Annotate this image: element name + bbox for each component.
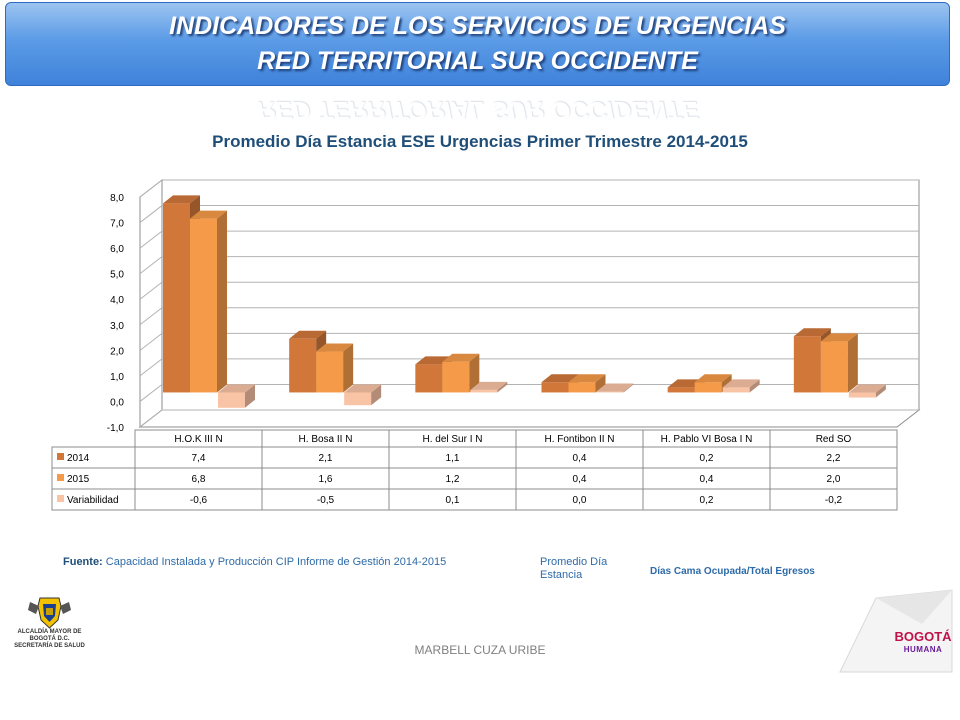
- gridline: [139, 281, 919, 300]
- coat-of-arms-icon: [28, 597, 71, 629]
- source-note: Fuente: Capacidad Instalada y Producción…: [63, 556, 446, 568]
- data-table-value: 6,8: [192, 474, 206, 485]
- x-category-label: Red SO: [816, 434, 852, 445]
- indicator-name: Promedio Día Estancia: [540, 556, 608, 581]
- gridline: [139, 409, 919, 428]
- gridline: [139, 179, 919, 198]
- gridline: [139, 307, 919, 326]
- bar-2015-5: [820, 333, 858, 393]
- bar-2015-0: [190, 210, 227, 393]
- data-table-value: 0,2: [700, 453, 714, 464]
- legend-swatch: [57, 495, 64, 502]
- bar-2015-1: [316, 343, 354, 393]
- data-table-value: 0,4: [573, 453, 587, 464]
- data-table-value: -0,6: [190, 495, 208, 506]
- header-title-line1: INDICADORES DE LOS SERVICIOS DE URGENCIA…: [169, 12, 786, 40]
- y-tick-label: 6,0: [110, 244, 124, 255]
- gridline: [139, 358, 919, 377]
- legend-swatch: [57, 453, 64, 460]
- data-table-value: 2,2: [827, 453, 841, 464]
- bogota-logo-sub: HUMANA: [903, 645, 943, 654]
- author-name: MARBELL CUZA URIBE: [414, 643, 546, 657]
- header-banner: INDICADORES DE LOS SERVICIOS DE URGENCIA…: [5, 2, 950, 86]
- data-table-value: 7,4: [192, 453, 206, 464]
- x-category-label: H. Pablo VI Bosa I N: [661, 434, 753, 445]
- source-label: Fuente:: [63, 556, 103, 568]
- legend-label: 2014: [67, 453, 90, 464]
- source-text: Capacidad Instalada y Producción CIP Inf…: [105, 556, 447, 568]
- legend-label: 2015: [67, 474, 90, 485]
- y-tick-label: 0,0: [110, 397, 124, 408]
- gridline: [139, 230, 919, 249]
- data-table-value: 1,6: [319, 474, 333, 485]
- bar-variabilidad-0: [218, 384, 255, 408]
- x-category-label: H. Bosa II N: [299, 434, 353, 445]
- data-table-value: 0,4: [700, 474, 714, 485]
- chart-side-wall: [139, 178, 163, 429]
- data-table-value: -0,5: [317, 495, 335, 506]
- page-curl-icon: [839, 589, 953, 673]
- bar-2015-2: [442, 353, 480, 393]
- data-table-value: 2,1: [319, 453, 333, 464]
- bar-2015-3: [568, 374, 606, 393]
- gridline: [139, 205, 919, 223]
- legend-label: Variabilidad: [67, 495, 119, 506]
- data-table-value: 2,0: [827, 474, 841, 485]
- data-table-value: 1,1: [446, 453, 460, 464]
- bar-variabilidad-1: [344, 384, 382, 406]
- y-tick-label: 7,0: [110, 219, 124, 230]
- data-table-value: 0,2: [700, 495, 714, 506]
- data-table-value: 1,2: [446, 474, 460, 485]
- alcaldia-logo: ALCALDÍA MAYOR DE BOGOTÁ D.C. SECRETARÍA…: [12, 596, 87, 656]
- indicator-formula: Días Cama Ocupada/Total Egresos: [650, 566, 815, 577]
- gridline: [139, 256, 919, 275]
- gridline: [139, 383, 919, 402]
- y-tick-label: 5,0: [110, 270, 124, 281]
- data-table-value: 0,0: [573, 495, 587, 506]
- data-table-value: -0,2: [825, 495, 843, 506]
- gridline: [139, 332, 919, 351]
- bogota-logo-main: BOGOTÁ: [894, 629, 952, 644]
- y-tick-label: 4,0: [110, 295, 124, 306]
- y-tick-label: 1,0: [110, 372, 124, 383]
- data-table-value: 0,4: [573, 474, 587, 485]
- bogota-humana-logo: BOGOTÁ HUMANA: [893, 630, 953, 656]
- alcaldia-logo-text: ALCALDÍA MAYOR DE BOGOTÁ D.C. SECRETARÍA…: [14, 629, 85, 649]
- x-category-label: H. Fontibon II N: [544, 434, 614, 445]
- x-category-label: H. del Sur I N: [422, 434, 482, 445]
- data-table-value: 0,1: [446, 495, 460, 506]
- bar-variabilidad-4: [722, 379, 760, 393]
- header-title-line2: RED TERRITORIAL SUR OCCIDENTE: [257, 47, 698, 75]
- bar-variabilidad-2: [470, 381, 508, 393]
- chart-floor: [138, 409, 921, 428]
- y-tick-label: 2,0: [110, 346, 124, 357]
- y-tick-label: 8,0: [110, 193, 124, 204]
- y-tick-label: 3,0: [110, 321, 124, 332]
- y-tick-label: -1,0: [107, 423, 125, 434]
- legend-swatch: [57, 474, 64, 481]
- x-category-label: H.O.K III N: [174, 434, 222, 445]
- bar-variabilidad-5: [848, 384, 886, 398]
- bar-variabilidad-3: [596, 383, 634, 393]
- chart-title: Promedio Día Estancia ESE Urgencias Prim…: [212, 132, 748, 151]
